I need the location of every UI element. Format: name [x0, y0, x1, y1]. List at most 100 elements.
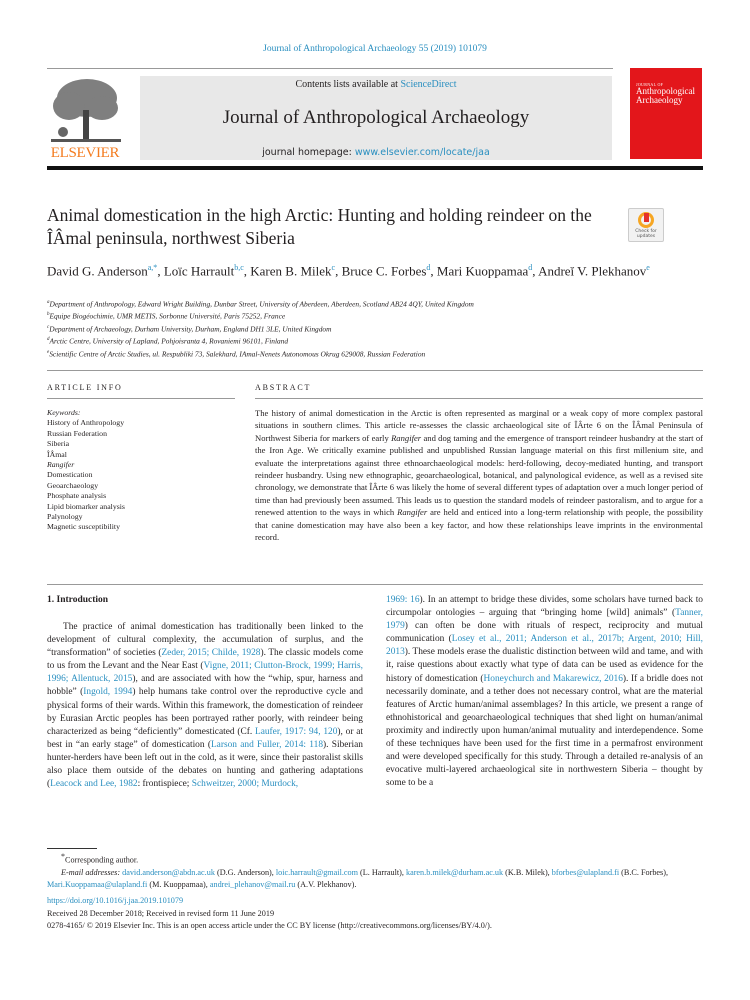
author-name: Karen B. Milek [250, 263, 332, 279]
affiliation-text: Scientific Centre of Arctic Studies, ul.… [49, 348, 426, 358]
author-affiliation-link[interactable]: a,* [147, 263, 158, 272]
sciencedirect-link[interactable]: ScienceDirect [400, 79, 457, 90]
abstract-text: The history of animal domestication in t… [255, 407, 703, 543]
homepage-line: journal homepage: www.elsevier.com/locat… [140, 147, 612, 158]
journal-reference[interactable]: Journal of Anthropological Archaeology 5… [0, 44, 750, 54]
text-run: The history of animal domestication in t… [255, 408, 703, 443]
text-run: ), or at best in “an early stage” of dom… [47, 726, 363, 750]
cover-small-text: JOURNAL OF [636, 82, 664, 87]
author-affiliation-link[interactable]: d [528, 263, 533, 272]
affiliation-label: e [47, 349, 50, 355]
author-name: David G. Anderson [47, 263, 148, 279]
email-owner: (B.C. Forbes), [619, 868, 669, 878]
journal-title: Journal of Anthropological Archaeology [222, 107, 530, 128]
author-name: Loïc Harrault [163, 263, 235, 279]
author-name: Bruce C. Forbes [341, 263, 427, 279]
separator: , [532, 263, 539, 279]
keyword: Siberia [47, 439, 70, 449]
affiliation: dArctic Centre, University of Lapland, P… [47, 335, 707, 347]
homepage-link[interactable]: www.elsevier.com/locate/jaa [354, 147, 490, 158]
citation-link[interactable]: Losey et al., 2011; Anderson et al., 201… [386, 634, 703, 658]
citation-link[interactable]: Leacock and Lee, 1982 [50, 779, 138, 790]
footnotes: *Corresponding author. E-mail addresses:… [47, 851, 707, 892]
email-owner: (D.G. Anderson), [214, 868, 276, 878]
keyword: Phosphate analysis [47, 491, 107, 501]
footnote-rule [47, 848, 97, 849]
article-title: Animal domestication in the high Arctic:… [47, 205, 592, 248]
email-link[interactable]: loic.harrault@gmail.com [275, 868, 358, 878]
divider [47, 398, 235, 399]
keyword: Domestication [47, 470, 93, 480]
affiliation: cDepartment of Archaeology, Durham Unive… [47, 323, 707, 335]
elsevier-logo: ELSEVIER [47, 76, 123, 162]
email-link[interactable]: david.anderson@abdn.ac.uk [122, 868, 215, 878]
text-run: ), and are associated with how the “whip… [47, 674, 363, 698]
citation-link[interactable]: 1969: 16 [386, 595, 420, 605]
crossmark-icon [638, 212, 654, 228]
journal-reference-link[interactable]: Journal of Anthropological Archaeology 5… [263, 44, 487, 54]
affiliation-text: Equipe Biogéochimie, UMR METIS, Sorbonne… [49, 311, 286, 321]
text-run: ) help humans take control over the repr… [47, 687, 363, 737]
citation-link[interactable]: Schweitzer, 2000; Murdock, [191, 779, 299, 790]
intro-right-column: 1969: 16). In an attempt to bridge these… [386, 594, 703, 790]
text-run: Rangifer [397, 507, 428, 518]
citation-link[interactable]: Larson and Fuller, 2014: 118 [210, 739, 324, 750]
email-link[interactable]: bforbes@ulapland.fi [551, 868, 620, 878]
received-dates: Received 28 December 2018; Received in r… [47, 908, 275, 918]
affiliation-text: Arctic Centre, University of Lapland, Po… [49, 336, 289, 346]
affiliation-text: Department of Anthropology, Edward Wrigh… [49, 299, 474, 309]
email-link[interactable]: andrei_plehanov@mail.ru [209, 880, 296, 890]
divider [47, 68, 613, 69]
journal-cover[interactable]: JOURNAL OF Anthropological Archaeology [630, 68, 702, 159]
citation-link[interactable]: Tanner, 1979 [386, 608, 703, 632]
check-for-updates-button[interactable]: Check for updates [628, 208, 664, 242]
text-run: are held and enticed into a long-term re… [255, 507, 703, 543]
header-rule [47, 166, 703, 170]
publication-info: https://doi.org/10.1016/j.jaa.2019.10107… [47, 895, 707, 933]
keyword: Rangifer [47, 460, 75, 470]
keywords: Keywords: History of Anthropology Russian… [47, 408, 237, 533]
keyword: Geoarchaeology [47, 480, 99, 490]
author-affiliation-link[interactable]: d [426, 263, 431, 272]
divider [47, 584, 703, 585]
email-link[interactable]: karen.b.milek@durham.ac.uk [405, 868, 504, 878]
abstract-heading: ABSTRACT [255, 383, 312, 392]
citation-link[interactable]: Ingold, 1994 [83, 687, 133, 698]
affiliation-label: c [47, 324, 50, 330]
email-link[interactable]: Mari.Kuoppamaa@ulapland.fi [47, 880, 148, 890]
author-name: Andreĭ V. Plekhanov [538, 263, 647, 279]
tree-icon [51, 79, 121, 142]
citation-link[interactable]: Laufer, 1917: 94, 120 [254, 726, 338, 737]
email-owner: (K.B. Milek), [503, 868, 552, 878]
email-owner: (L. Harrault), [358, 868, 406, 878]
citation-link[interactable]: Honeychurch and Makarewicz, 2016 [483, 673, 623, 684]
text-run: : frontispiece; [137, 779, 192, 790]
email-label: E-mail addresses: [61, 868, 123, 878]
citation-link[interactable]: Zeder, 2015; Childe, 1928 [161, 648, 261, 659]
keyword: Magnetic susceptibility [47, 522, 120, 532]
keyword: History of Anthropology [47, 418, 125, 428]
affiliation-label: b [47, 312, 50, 318]
affiliation-label: a [47, 300, 50, 305]
text-run: ). In an attempt to bridge these divides… [386, 595, 703, 619]
corresponding-note: *Corresponding author. [61, 852, 139, 865]
author-name: Mari Kuoppamaa [436, 263, 529, 279]
separator: , [430, 263, 437, 279]
text-run: ) can often be done with rituals of resp… [386, 621, 703, 645]
contents-line: Contents lists available at ScienceDirec… [140, 79, 612, 90]
article-info-heading: ARTICLE INFO [47, 383, 123, 392]
author-affiliation-link[interactable]: e [646, 263, 650, 272]
copyright: 0278-4165/ © 2019 Elsevier Inc. This is … [47, 921, 492, 930]
intro-left-column: The practice of animal domestication has… [47, 621, 363, 791]
separator: , [157, 263, 164, 279]
author-affiliation-link[interactable]: c [331, 263, 336, 272]
corresponding-label: Corresponding author. [65, 855, 139, 865]
affiliation-label: d [47, 337, 50, 343]
doi-link[interactable]: https://doi.org/10.1016/j.jaa.2019.10107… [47, 896, 184, 905]
email-owner: (A.V. Plekhanov). [295, 880, 357, 890]
keywords-label: Keywords: [47, 408, 81, 417]
affiliations: aDepartment of Anthropology, Edward Wrig… [47, 298, 707, 360]
keyword: Russian Federation [47, 428, 107, 438]
author-affiliation-link[interactable]: b,c [234, 263, 244, 272]
citation-link[interactable]: Vigne, 2011; Clutton-Brock, 1999; Harris… [47, 661, 363, 685]
